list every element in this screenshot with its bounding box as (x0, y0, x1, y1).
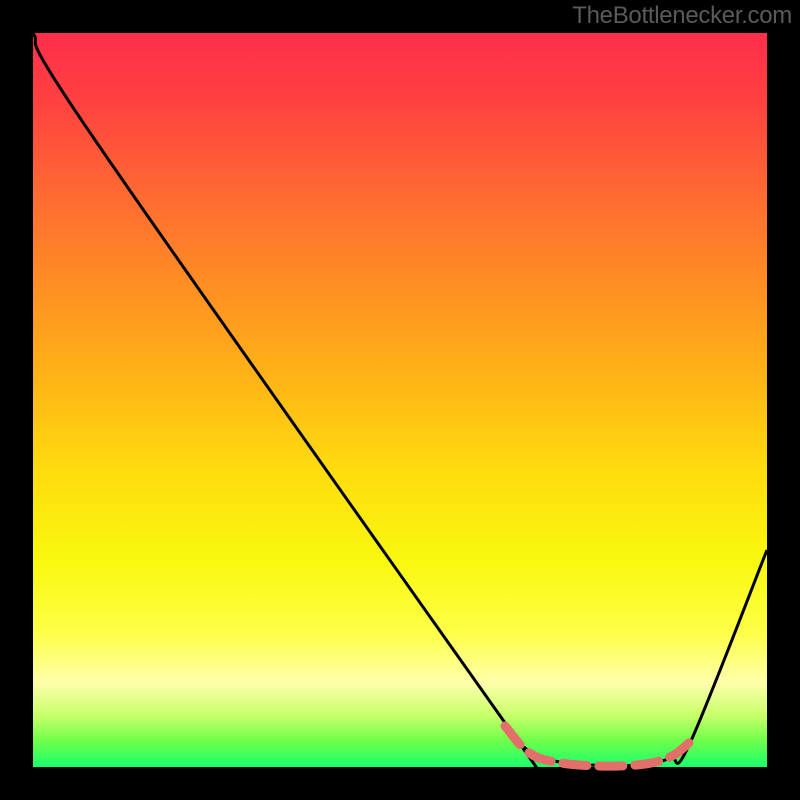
chart-container: TheBottlenecker.com (0, 0, 800, 800)
chart-svg (0, 0, 800, 800)
watermark-text: TheBottlenecker.com (572, 2, 792, 30)
chart-background (33, 33, 767, 767)
